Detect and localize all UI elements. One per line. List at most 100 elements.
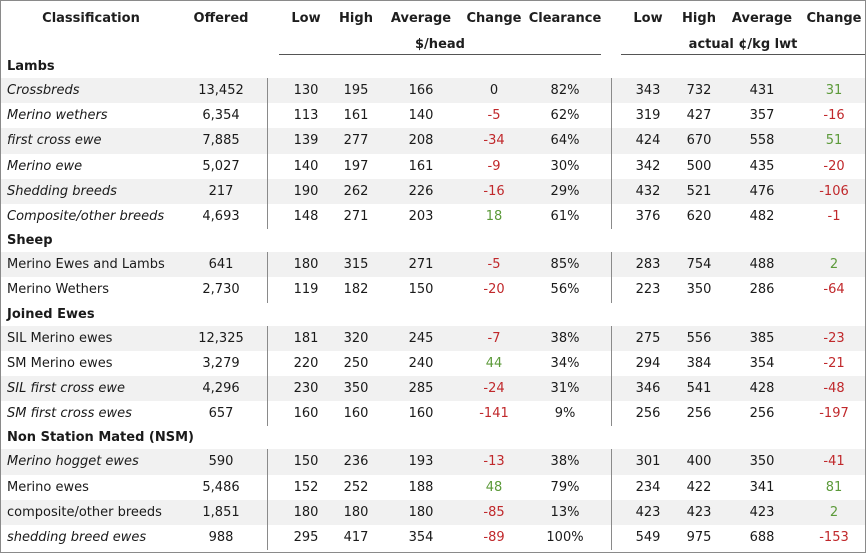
- high-kg-cell: 541: [686, 381, 712, 397]
- low-cell: 180: [293, 504, 319, 520]
- high-cell: 320: [343, 330, 369, 346]
- low-kg-cell: 283: [635, 257, 661, 273]
- classification-cell: SM first cross ewes: [7, 406, 132, 422]
- low-cell: 119: [293, 282, 319, 298]
- table-row: Merino wethers 6,354 113 161 140 -5 62% 319 427 3…: [1, 103, 865, 128]
- classification-cell: Merino Wethers: [7, 282, 110, 298]
- units-row: $/head actual ¢/kg lwt: [1, 34, 865, 54]
- low-cell: 152: [293, 479, 319, 495]
- column-divider: [611, 252, 612, 303]
- low-cell: 139: [293, 133, 319, 149]
- table-row: composite/other breeds 1,851 180 180 180 -85 1…: [1, 499, 865, 525]
- low-cell: 148: [293, 209, 319, 225]
- table-row: Crossbreds 13,452 130 195 166 0 82% 343 732 431 31: [1, 78, 865, 104]
- change-kg-cell: -20: [823, 158, 845, 174]
- average-cell: 203: [408, 209, 434, 225]
- change-kg-cell: -23: [823, 330, 845, 346]
- table-row: Shedding breeds 217 190 262 226 -16 29% 432 521 4…: [1, 178, 865, 204]
- high-cell: 160: [343, 406, 369, 422]
- col-header-change: Change: [466, 10, 522, 26]
- average-kg-cell: 431: [749, 83, 775, 99]
- clearance-cell: 79%: [550, 479, 580, 495]
- high-cell: 197: [343, 158, 369, 174]
- change-kg-cell: -21: [823, 355, 845, 371]
- change-cell: -24: [483, 381, 505, 397]
- high-cell: 161: [343, 108, 369, 124]
- change-cell: -5: [487, 257, 501, 273]
- offered-cell: 12,325: [198, 330, 244, 346]
- change-kg-cell: -41: [823, 454, 845, 470]
- average-kg-cell: 488: [749, 257, 775, 273]
- classification-cell: SIL first cross ewe: [7, 381, 125, 397]
- table-row: SIL Merino ewes 12,325 181 320 245 -7 38% 275 55…: [1, 325, 865, 351]
- low-cell: 140: [293, 158, 319, 174]
- change-kg-cell: 31: [825, 83, 843, 99]
- offered-cell: 641: [208, 257, 234, 273]
- low-cell: 181: [293, 330, 319, 346]
- table-row: Merino Wethers 2,730 119 182 150 -20 56% 223 350…: [1, 277, 865, 302]
- section-title: Non Station Mated (NSM): [7, 430, 194, 446]
- offered-cell: 5,486: [202, 479, 240, 495]
- average-cell: 271: [408, 257, 434, 273]
- change-kg-cell: 2: [829, 257, 839, 273]
- table-row: Merino ewe 5,027 140 197 161 -9 30% 342 500 435 -2…: [1, 154, 865, 179]
- low-kg-cell: 234: [635, 479, 661, 495]
- change-cell: -13: [483, 454, 505, 470]
- col-header-average-kg: Average: [731, 10, 793, 26]
- column-divider: [267, 252, 268, 303]
- high-kg-cell: 400: [686, 454, 712, 470]
- average-kg-cell: 688: [749, 530, 775, 546]
- clearance-cell: 31%: [550, 381, 580, 397]
- section-title: Joined Ewes: [7, 306, 95, 322]
- column-divider: [611, 449, 612, 551]
- section-heading-row: Joined Ewes: [1, 303, 865, 326]
- offered-cell: 3,279: [202, 355, 240, 371]
- average-kg-cell: 341: [749, 479, 775, 495]
- change-cell: -89: [483, 530, 505, 546]
- classification-cell: SM Merino ewes: [7, 355, 113, 371]
- unit-kg-rule: [621, 54, 865, 55]
- change-kg-cell: 81: [825, 479, 843, 495]
- high-cell: 262: [343, 183, 369, 199]
- col-header-average: Average: [390, 10, 452, 26]
- offered-cell: 4,693: [202, 209, 240, 225]
- clearance-cell: 64%: [550, 133, 580, 149]
- high-kg-cell: 521: [686, 183, 712, 199]
- table-row: first cross ewe 7,885 139 277 208 -34 64% 424 67…: [1, 128, 865, 154]
- clearance-cell: 34%: [550, 355, 580, 371]
- change-cell: -9: [487, 158, 501, 174]
- table-row: SIL first cross ewe 4,296 230 350 285 -24 31% 3…: [1, 376, 865, 402]
- col-header-high: High: [339, 10, 373, 26]
- change-cell: -20: [483, 282, 505, 298]
- high-kg-cell: 975: [686, 530, 712, 546]
- column-divider: [267, 78, 268, 230]
- high-kg-cell: 500: [686, 158, 712, 174]
- high-kg-cell: 427: [686, 108, 712, 124]
- average-kg-cell: 558: [749, 133, 775, 149]
- average-cell: 193: [408, 454, 434, 470]
- classification-cell: Merino wethers: [7, 108, 108, 124]
- average-cell: 285: [408, 381, 434, 397]
- unit-head-label: $/head: [415, 36, 465, 52]
- low-kg-cell: 424: [635, 133, 661, 149]
- offered-cell: 6,354: [202, 108, 240, 124]
- low-kg-cell: 432: [635, 183, 661, 199]
- average-cell: 240: [408, 355, 434, 371]
- change-kg-cell: -106: [819, 183, 849, 199]
- change-cell: -34: [483, 133, 505, 149]
- low-cell: 295: [293, 530, 319, 546]
- low-cell: 160: [293, 406, 319, 422]
- classification-cell: Merino ewes: [7, 479, 89, 495]
- average-kg-cell: 423: [749, 504, 775, 520]
- low-kg-cell: 376: [635, 209, 661, 225]
- change-kg-cell: 2: [829, 504, 839, 520]
- high-cell: 236: [343, 454, 369, 470]
- table-row: Composite/other breeds 4,693 148 271 203 18 61…: [1, 204, 865, 229]
- classification-cell: Crossbreds: [7, 83, 80, 99]
- clearance-cell: 13%: [550, 504, 580, 520]
- clearance-cell: 38%: [550, 330, 580, 346]
- high-kg-cell: 670: [686, 133, 712, 149]
- section-title: Sheep: [7, 233, 53, 249]
- average-kg-cell: 357: [749, 108, 775, 124]
